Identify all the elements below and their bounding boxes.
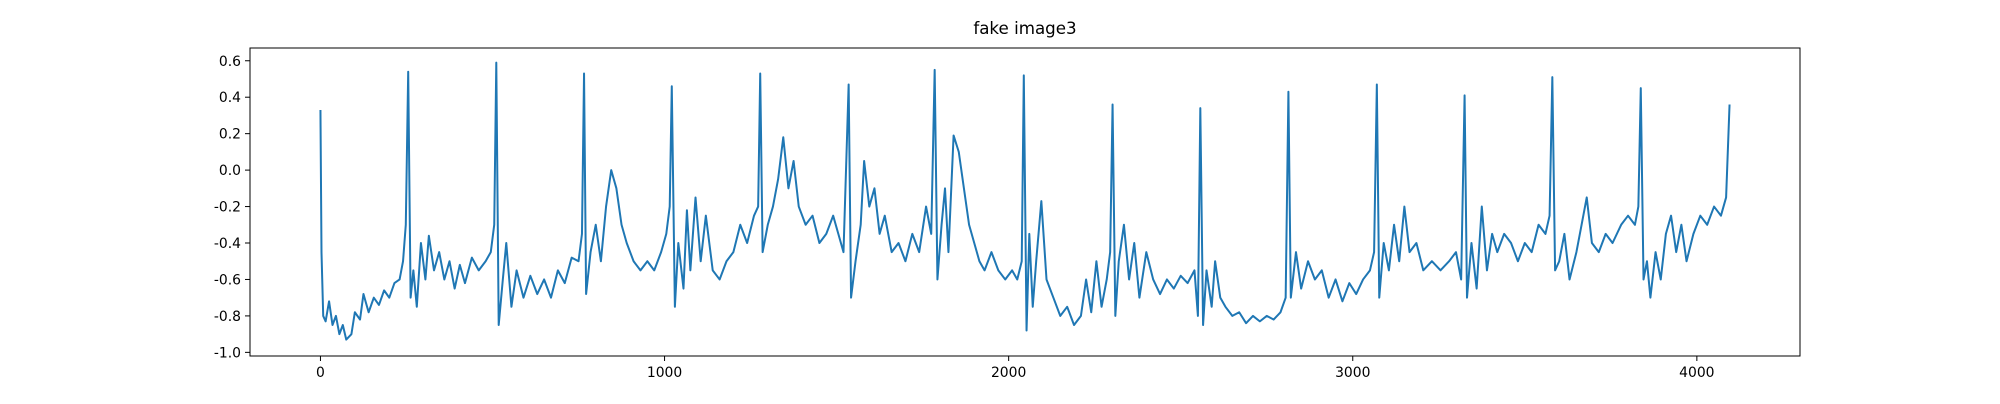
axes-frame (249, 47, 1801, 357)
y-tick-label: -1.0 (214, 345, 241, 361)
y-tick-label: -0.2 (214, 200, 241, 216)
x-tick-label: 2000 (991, 365, 1026, 381)
x-tick-label: 3000 (1335, 365, 1370, 381)
y-tick-label: 0.4 (219, 90, 241, 106)
chart-title: fake image3 (973, 18, 1076, 38)
y-tick-label: -0.4 (214, 236, 241, 252)
data-line (319, 61, 1731, 341)
x-tick-label: 4000 (1679, 365, 1714, 381)
y-tick-label: 0.6 (219, 54, 241, 70)
x-tick-label: 0 (316, 365, 325, 381)
y-tick-label: -0.8 (214, 309, 241, 325)
y-tick-label: 0.2 (219, 127, 241, 143)
y-tick-label: 0.0 (219, 163, 241, 179)
x-tick-label: 1000 (647, 365, 682, 381)
y-tick-label: -0.6 (214, 272, 241, 288)
